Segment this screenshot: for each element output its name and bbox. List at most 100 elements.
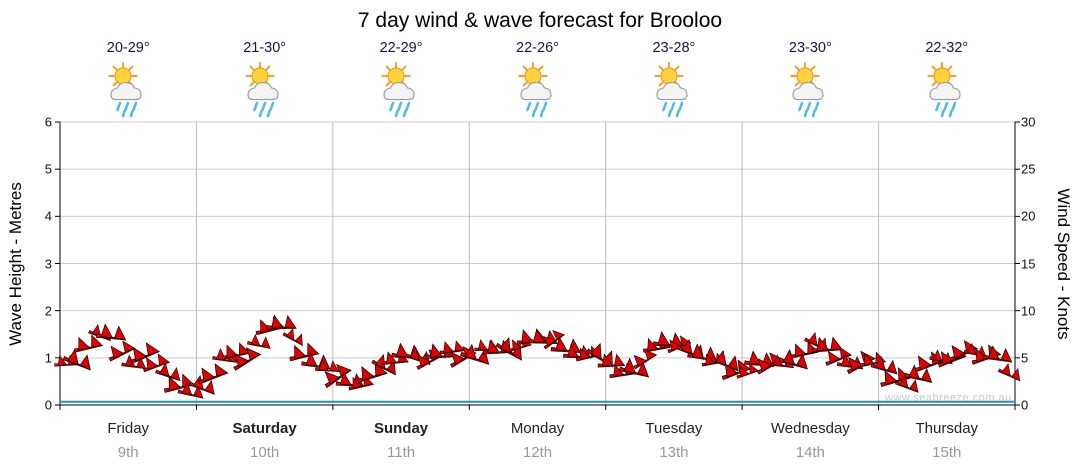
day-name-label: Thursday [915, 420, 979, 437]
sun [796, 67, 814, 85]
wind-barb [95, 323, 127, 341]
day-temperature-range: 22-26° [516, 40, 559, 56]
day-temperature-range: 22-29° [379, 40, 423, 56]
day-date-label: 14th [795, 444, 825, 461]
sun-cloud-rain-icon [108, 62, 142, 118]
wind-barb [73, 334, 104, 353]
rain-drops [389, 101, 411, 118]
wind-barb [177, 381, 204, 399]
day-date-label: 12th [522, 444, 553, 461]
right-tick-label: 5 [1021, 350, 1029, 366]
day-temperature-range: 23-30° [788, 40, 832, 56]
wind-barb [460, 343, 490, 365]
left-tick-label: 3 [44, 256, 52, 271]
wind-barb [62, 348, 91, 371]
day-temperature-range: 20-29° [106, 40, 150, 56]
cloud [383, 81, 415, 101]
wind-barb [710, 349, 739, 372]
sun-rays [790, 62, 820, 87]
sun-cloud-rain-icon [381, 62, 415, 118]
day-name-label: Saturday [232, 420, 297, 437]
day-name-label: Sunday [373, 420, 429, 437]
left-tick-label: 2 [44, 303, 52, 319]
page-title: 7 day wind & wave forecast for Brooloo [357, 9, 723, 32]
left-tick-label: 5 [44, 161, 52, 177]
day-date-label: 13th [659, 444, 689, 461]
wind-barb [108, 340, 136, 362]
cloud [656, 81, 688, 101]
left-tick-label: 4 [44, 208, 52, 224]
wind-barb [652, 330, 684, 348]
sun [933, 67, 951, 85]
rain-drops [934, 101, 957, 118]
wind-barb [233, 347, 262, 371]
sun [387, 67, 405, 85]
wind-barb [371, 354, 396, 376]
rain-drops [525, 101, 547, 118]
wind-barb [198, 363, 229, 385]
wind-barb [188, 374, 215, 395]
wind-barb [315, 359, 340, 372]
day-date-label: 11th [387, 444, 416, 461]
wind-barb [143, 353, 171, 373]
wind-barb [894, 374, 919, 393]
left-tick-label: 6 [44, 114, 52, 130]
day-name-label: Monday [510, 420, 565, 437]
sun-cloud-rain-icon [245, 62, 279, 118]
day-name-label: Tuesday [645, 420, 703, 437]
day-date-label: 10th [250, 444, 280, 461]
rain-drops [798, 101, 820, 118]
day-date-label: 15th [932, 444, 962, 461]
rain-drops [116, 101, 138, 118]
sun-cloud-rain-icon [517, 62, 552, 118]
left-tick-label: 1 [44, 350, 52, 366]
wind-barb [904, 364, 933, 383]
right-tick-label: 25 [1021, 161, 1036, 177]
rain-drops [252, 101, 274, 118]
right-tick-label: 30 [1021, 114, 1036, 130]
wind-barb [870, 355, 898, 375]
sun-cloud-rain-icon [790, 62, 824, 118]
sun-cloud-rain-icon [654, 62, 688, 118]
watermark: www.seabreeze.com.au [885, 392, 1012, 404]
cloud [792, 81, 824, 101]
sun [251, 67, 269, 85]
day-temperature-range: 23-28° [652, 40, 696, 56]
wind-barb [550, 336, 582, 354]
left-tick-label: 0 [44, 397, 52, 413]
right-axis-label: Wind Speed - Knots [1054, 188, 1073, 340]
day-name-label: Friday [107, 420, 150, 437]
wind-barb [736, 363, 760, 379]
right-tick-label: 0 [1021, 397, 1029, 413]
cloud [929, 81, 961, 101]
wind-barb [812, 336, 844, 353]
day-temperature-range: 22-32° [925, 40, 969, 56]
day-date-label: 9th [117, 444, 139, 461]
wind-barb [618, 357, 650, 378]
cloud [247, 81, 279, 101]
right-tick-label: 20 [1021, 208, 1036, 224]
wind-barb [282, 327, 303, 347]
wind-barb [983, 345, 1013, 363]
sun [660, 67, 678, 85]
wind-barb [633, 348, 658, 370]
sun [114, 67, 132, 85]
sun [523, 67, 542, 85]
sun-cloud-rain-icon [927, 62, 961, 118]
right-tick-label: 10 [1021, 303, 1036, 319]
wind-barb [597, 353, 626, 368]
day-name-label: Wednesday [770, 420, 850, 437]
wind-barb [825, 346, 852, 366]
wind-barb [247, 333, 271, 349]
cloud [110, 81, 142, 101]
wind-barb [997, 363, 1021, 382]
wind-barb [778, 348, 808, 370]
right-tick-label: 15 [1021, 256, 1036, 271]
cloud [519, 81, 552, 101]
wind-barb [266, 314, 297, 330]
rain-drops [662, 101, 684, 118]
wind-barb [155, 362, 181, 382]
day-temperature-range: 21-30° [243, 40, 287, 56]
